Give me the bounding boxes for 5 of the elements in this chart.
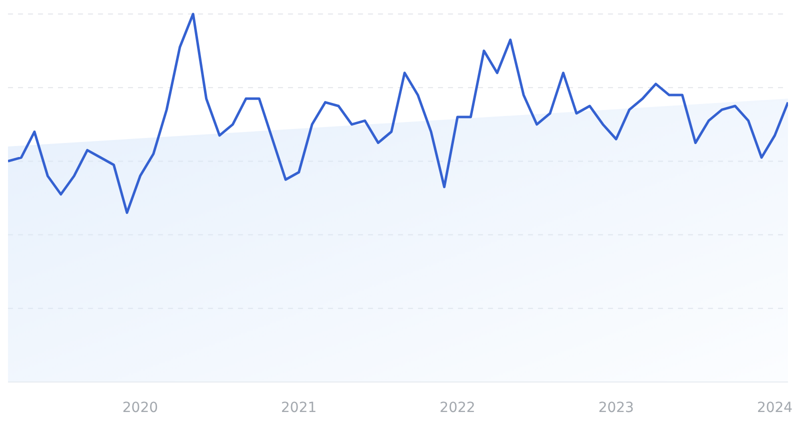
x-tick-label: 2022 [440,400,476,416]
x-tick-label: 2024 [756,400,793,416]
x-tick-label: 2023 [598,400,634,416]
x-tick-label: 2020 [122,400,158,416]
x-tick-label: 2021 [281,400,317,416]
